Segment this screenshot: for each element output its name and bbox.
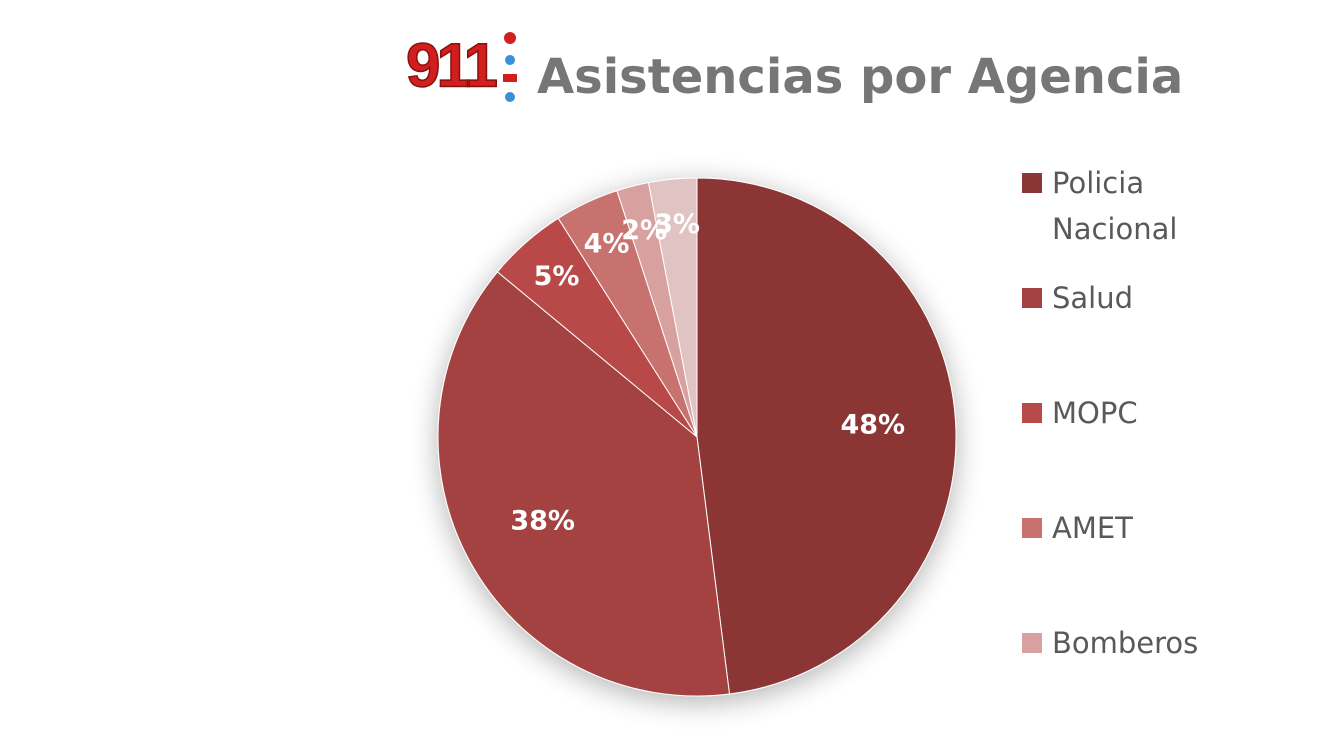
data-label: 5% — [534, 261, 580, 292]
legend-label: Bomberos — [1052, 626, 1199, 660]
pie-slice — [647, 177, 698, 438]
legend-entry: Policia Nacional — [1022, 160, 1212, 252]
legend-label: AMET — [1052, 511, 1133, 545]
data-label: 4% — [584, 228, 630, 259]
legend-swatch — [1022, 518, 1042, 538]
legend-label: MOPC — [1052, 396, 1138, 430]
pie — [437, 177, 957, 697]
logo-icon — [505, 92, 515, 102]
legend-swatch — [1022, 633, 1042, 653]
legend-entry: Salud — [1022, 275, 1212, 321]
logo: 911 — [406, 31, 497, 100]
pie-slice — [696, 177, 957, 695]
data-label: 2% — [621, 215, 667, 246]
legend-entry: Bomberos — [1022, 620, 1212, 666]
chart-title: Asistencias por Agencia — [537, 49, 1183, 105]
legend-label: Policia Nacional — [1052, 166, 1178, 246]
logo-icon — [503, 74, 517, 82]
data-label: 38% — [510, 505, 575, 536]
legend-swatch — [1022, 288, 1042, 308]
data-label: 3% — [654, 209, 700, 240]
data-label: 48% — [840, 409, 905, 440]
logo-icon — [504, 32, 516, 44]
legend-entry: MOPC — [1022, 390, 1212, 436]
logo-icon — [505, 55, 515, 65]
legend-entry: AMET — [1022, 505, 1212, 551]
legend-label: Salud — [1052, 281, 1134, 315]
pie-slice — [437, 271, 731, 697]
legend-swatch — [1022, 403, 1042, 423]
legend-swatch — [1022, 173, 1042, 193]
